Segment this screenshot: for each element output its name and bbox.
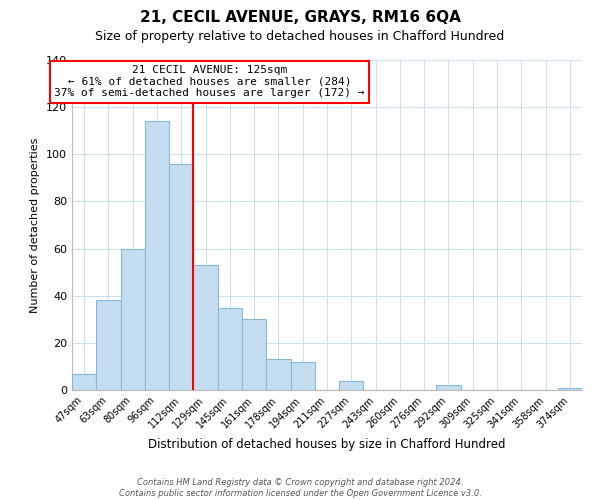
Y-axis label: Number of detached properties: Number of detached properties: [31, 138, 40, 312]
Bar: [145, 122, 169, 390]
Bar: [436, 386, 461, 390]
Bar: [218, 308, 242, 390]
Bar: [242, 320, 266, 390]
Bar: [266, 360, 290, 390]
Bar: [193, 265, 218, 390]
Bar: [96, 300, 121, 390]
Text: 21, CECIL AVENUE, GRAYS, RM16 6QA: 21, CECIL AVENUE, GRAYS, RM16 6QA: [140, 10, 460, 25]
X-axis label: Distribution of detached houses by size in Chafford Hundred: Distribution of detached houses by size …: [148, 438, 506, 451]
Text: Size of property relative to detached houses in Chafford Hundred: Size of property relative to detached ho…: [95, 30, 505, 43]
Bar: [339, 380, 364, 390]
Text: 21 CECIL AVENUE: 125sqm
← 61% of detached houses are smaller (284)
37% of semi-d: 21 CECIL AVENUE: 125sqm ← 61% of detache…: [55, 65, 365, 98]
Bar: [121, 248, 145, 390]
Bar: [169, 164, 193, 390]
Text: Contains HM Land Registry data © Crown copyright and database right 2024.
Contai: Contains HM Land Registry data © Crown c…: [119, 478, 481, 498]
Bar: [558, 388, 582, 390]
Bar: [72, 374, 96, 390]
Bar: [290, 362, 315, 390]
